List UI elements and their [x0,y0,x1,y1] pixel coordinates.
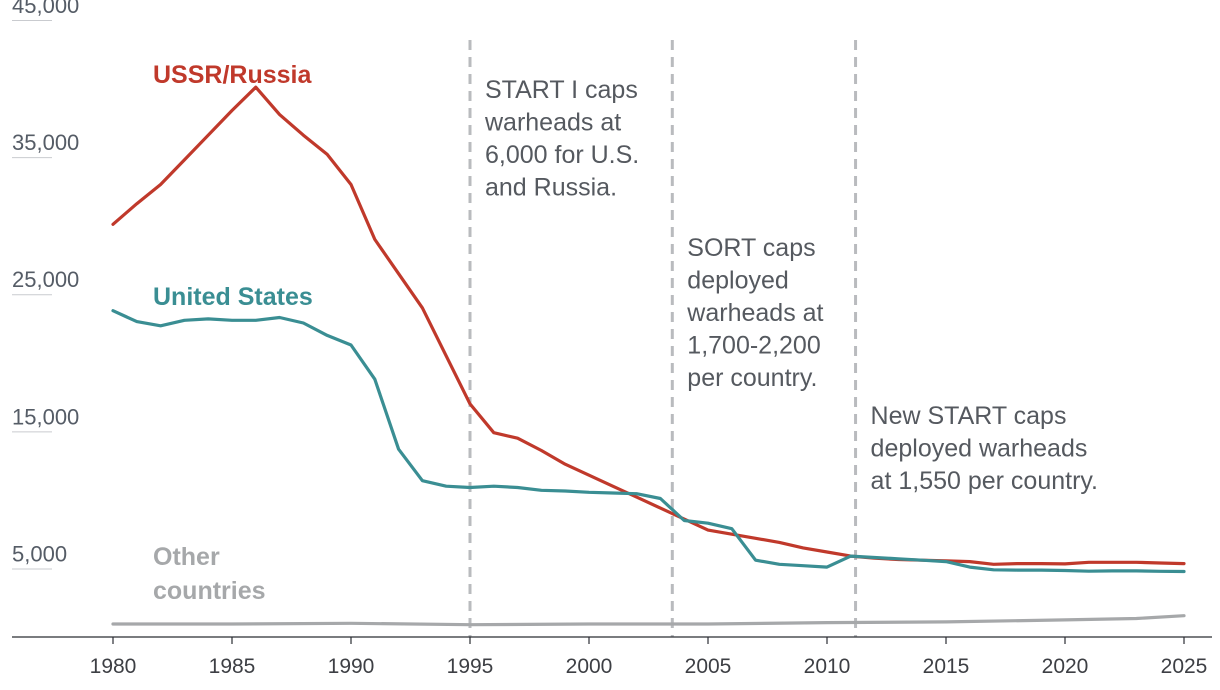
y-tick-label: 25,000 [12,267,79,292]
y-tick-label: 45,000 [12,0,79,18]
x-tick-label: 2000 [566,655,613,678]
series-label: Other [153,543,220,571]
x-tick-labels: 1980 1985 1990 1995 2000 2005 2010 2015 2020 2025 [90,637,1208,678]
treaty-annotation-line: warheads at [686,299,823,327]
series-labels: USSR/Russia United States Other countries [153,61,313,605]
y-tick-labels: 45,000 35,000 25,000 15,000 5,000 [12,0,79,566]
treaty-annotation-line: warheads at [484,109,621,137]
x-tick-label: 1985 [209,655,256,678]
treaty-annotation-line: 6,000 for U.S. [485,141,639,169]
treaty-annotation-line: at 1,550 per country. [871,467,1098,495]
treaty-annotation-line: SORT caps [687,234,815,262]
treaty-annotation-line: deployed [687,267,788,295]
treaty-annotation-line: and Russia. [485,174,617,202]
x-tick-label: 2015 [923,655,970,678]
series-label: United States [153,283,313,311]
treaty-annotation-line: 1,700-2,200 [687,332,820,360]
x-tick-label: 1990 [328,655,375,678]
series-label: countries [153,577,266,605]
x-tick-label: 1995 [447,655,494,678]
treaty-annotation-line: per country. [687,364,817,392]
x-tick-label: 2025 [1161,655,1208,678]
y-gridlines [12,20,52,570]
series-label: USSR/Russia [153,61,312,89]
series-line-ussr-russia [111,85,1186,566]
y-tick-label: 15,000 [12,404,79,429]
y-tick-label: 5,000 [12,541,67,566]
x-tick-label: 2020 [1042,655,1089,678]
series-line-other-countries [111,614,1186,627]
x-tick-label: 1980 [90,655,137,678]
x-tick-label: 2005 [685,655,732,678]
series-line-united-states [111,309,1186,574]
treaty-annotation-line: START I caps [485,76,638,104]
annotations: START I caps warheads at 6,000 for U.S. and… [484,76,1098,495]
treaty-annotation-line: deployed warheads [871,435,1088,463]
x-tick-label: 2010 [804,655,851,678]
series-lines [111,85,1186,627]
reference-lines [468,40,858,637]
y-tick-label: 35,000 [12,130,79,155]
treaty-annotation-line: New START caps [871,402,1067,430]
